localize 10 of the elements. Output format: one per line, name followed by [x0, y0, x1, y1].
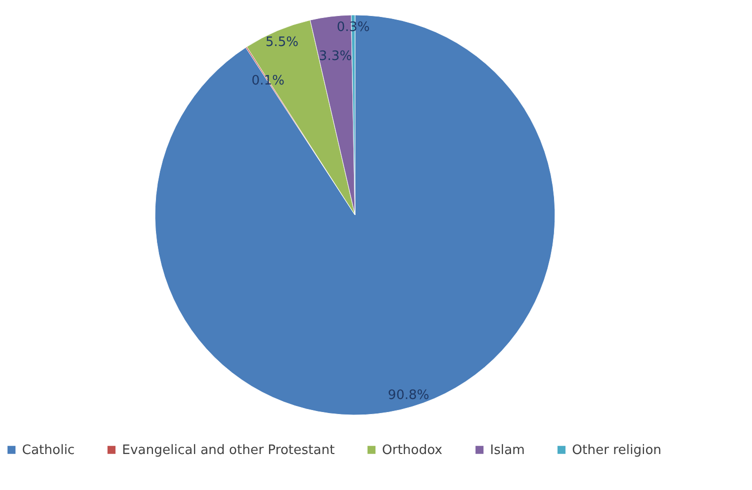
data-label: 5.5%: [265, 34, 298, 50]
data-label: 90.8%: [388, 388, 430, 404]
legend-label: Evangelical and other Protestant: [122, 442, 335, 458]
legend-label: Islam: [490, 442, 525, 458]
legend-label: Orthodox: [382, 442, 443, 458]
legend-label: Other religion: [572, 442, 662, 458]
data-label: 0.1%: [251, 74, 285, 89]
pie-slice: [154, 14, 556, 416]
data-label: 3.3%: [318, 49, 352, 64]
legend-label: Catholic: [22, 442, 75, 458]
